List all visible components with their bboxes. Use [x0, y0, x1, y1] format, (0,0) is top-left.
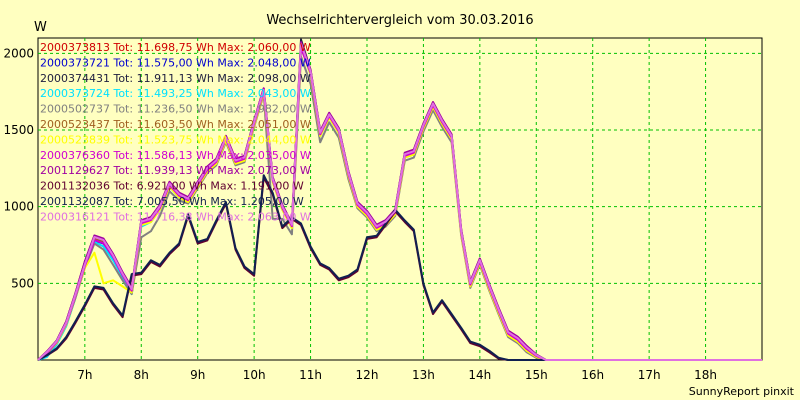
- x-tick-label: 17h: [638, 368, 661, 382]
- legend-entry: 2000373721 Tot: 11.575,00 Wh Max: 2.048,…: [40, 56, 311, 69]
- x-tick-label: 12h: [356, 368, 379, 382]
- legend-entry: 2000376360 Tot: 11.586,13 Wh Max: 2.035,…: [40, 149, 311, 162]
- x-tick-label: 15h: [525, 368, 548, 382]
- legend-entry: 2000373724 Tot: 11.493,25 Wh Max: 2.043,…: [40, 87, 311, 100]
- legend-entry: 2001132087 Tot: 7.005,50 Wh Max: 1.205,0…: [40, 195, 304, 208]
- legend-entry: 2000502737 Tot: 11.236,50 Wh Max: 1.982,…: [40, 103, 311, 116]
- y-tick-label: 1500: [3, 123, 34, 137]
- legend-entry: 2001132036 Tot: 6.921,00 Wh Max: 1.191,0…: [40, 180, 304, 193]
- chart-title: Wechselrichtervergleich vom 30.03.2016: [266, 13, 533, 28]
- x-tick-label: 10h: [243, 368, 266, 382]
- legend-entry: 2000316121 Tot: 11.716,38 Wh Max: 2.063,…: [40, 210, 311, 223]
- x-tick-label: 13h: [412, 368, 435, 382]
- y-tick-label: 1000: [3, 200, 34, 214]
- x-tick-label: 9h: [190, 368, 205, 382]
- y-axis-unit: W: [34, 20, 47, 35]
- legend-entry: 2000374431 Tot: 11.911,13 Wh Max: 2.098,…: [40, 72, 311, 85]
- x-tick-label: 8h: [134, 368, 149, 382]
- series-line-12: [37, 42, 762, 361]
- y-tick-label: 2000: [3, 46, 34, 60]
- y-tick-label: 500: [11, 276, 34, 290]
- x-tick-label: 16h: [581, 368, 604, 382]
- legend-entry: 2001129627 Tot: 11.939,13 Wh Max: 2.073,…: [40, 164, 311, 177]
- series-lines: [37, 38, 762, 361]
- x-tick-label: 18h: [694, 368, 717, 382]
- x-tick-label: 14h: [468, 368, 491, 382]
- legend-entry: 2000373813 Tot: 11.698,75 Wh Max: 2.060,…: [40, 41, 311, 54]
- x-tick-label: 7h: [77, 368, 92, 382]
- legend-entry: 2000523437 Tot: 11.603,50 Wh Max: 2.051,…: [40, 118, 311, 131]
- legend: 2000373813 Tot: 11.698,75 Wh Max: 2.060,…: [40, 41, 311, 223]
- credit-label: SunnyReport pinxit: [689, 385, 795, 398]
- x-axis: 7h 8h 9h 10h 11h 12h 13h 14h 15h 16h 17h 18h: [77, 368, 717, 382]
- y-axis: 500 1000 1500 2000: [3, 46, 34, 290]
- legend-entry: 2000523839 Tot: 11.523,75 Wh Max: 2.044,…: [40, 133, 311, 146]
- x-tick-label: 11h: [299, 368, 322, 382]
- plot-area: [37, 37, 763, 361]
